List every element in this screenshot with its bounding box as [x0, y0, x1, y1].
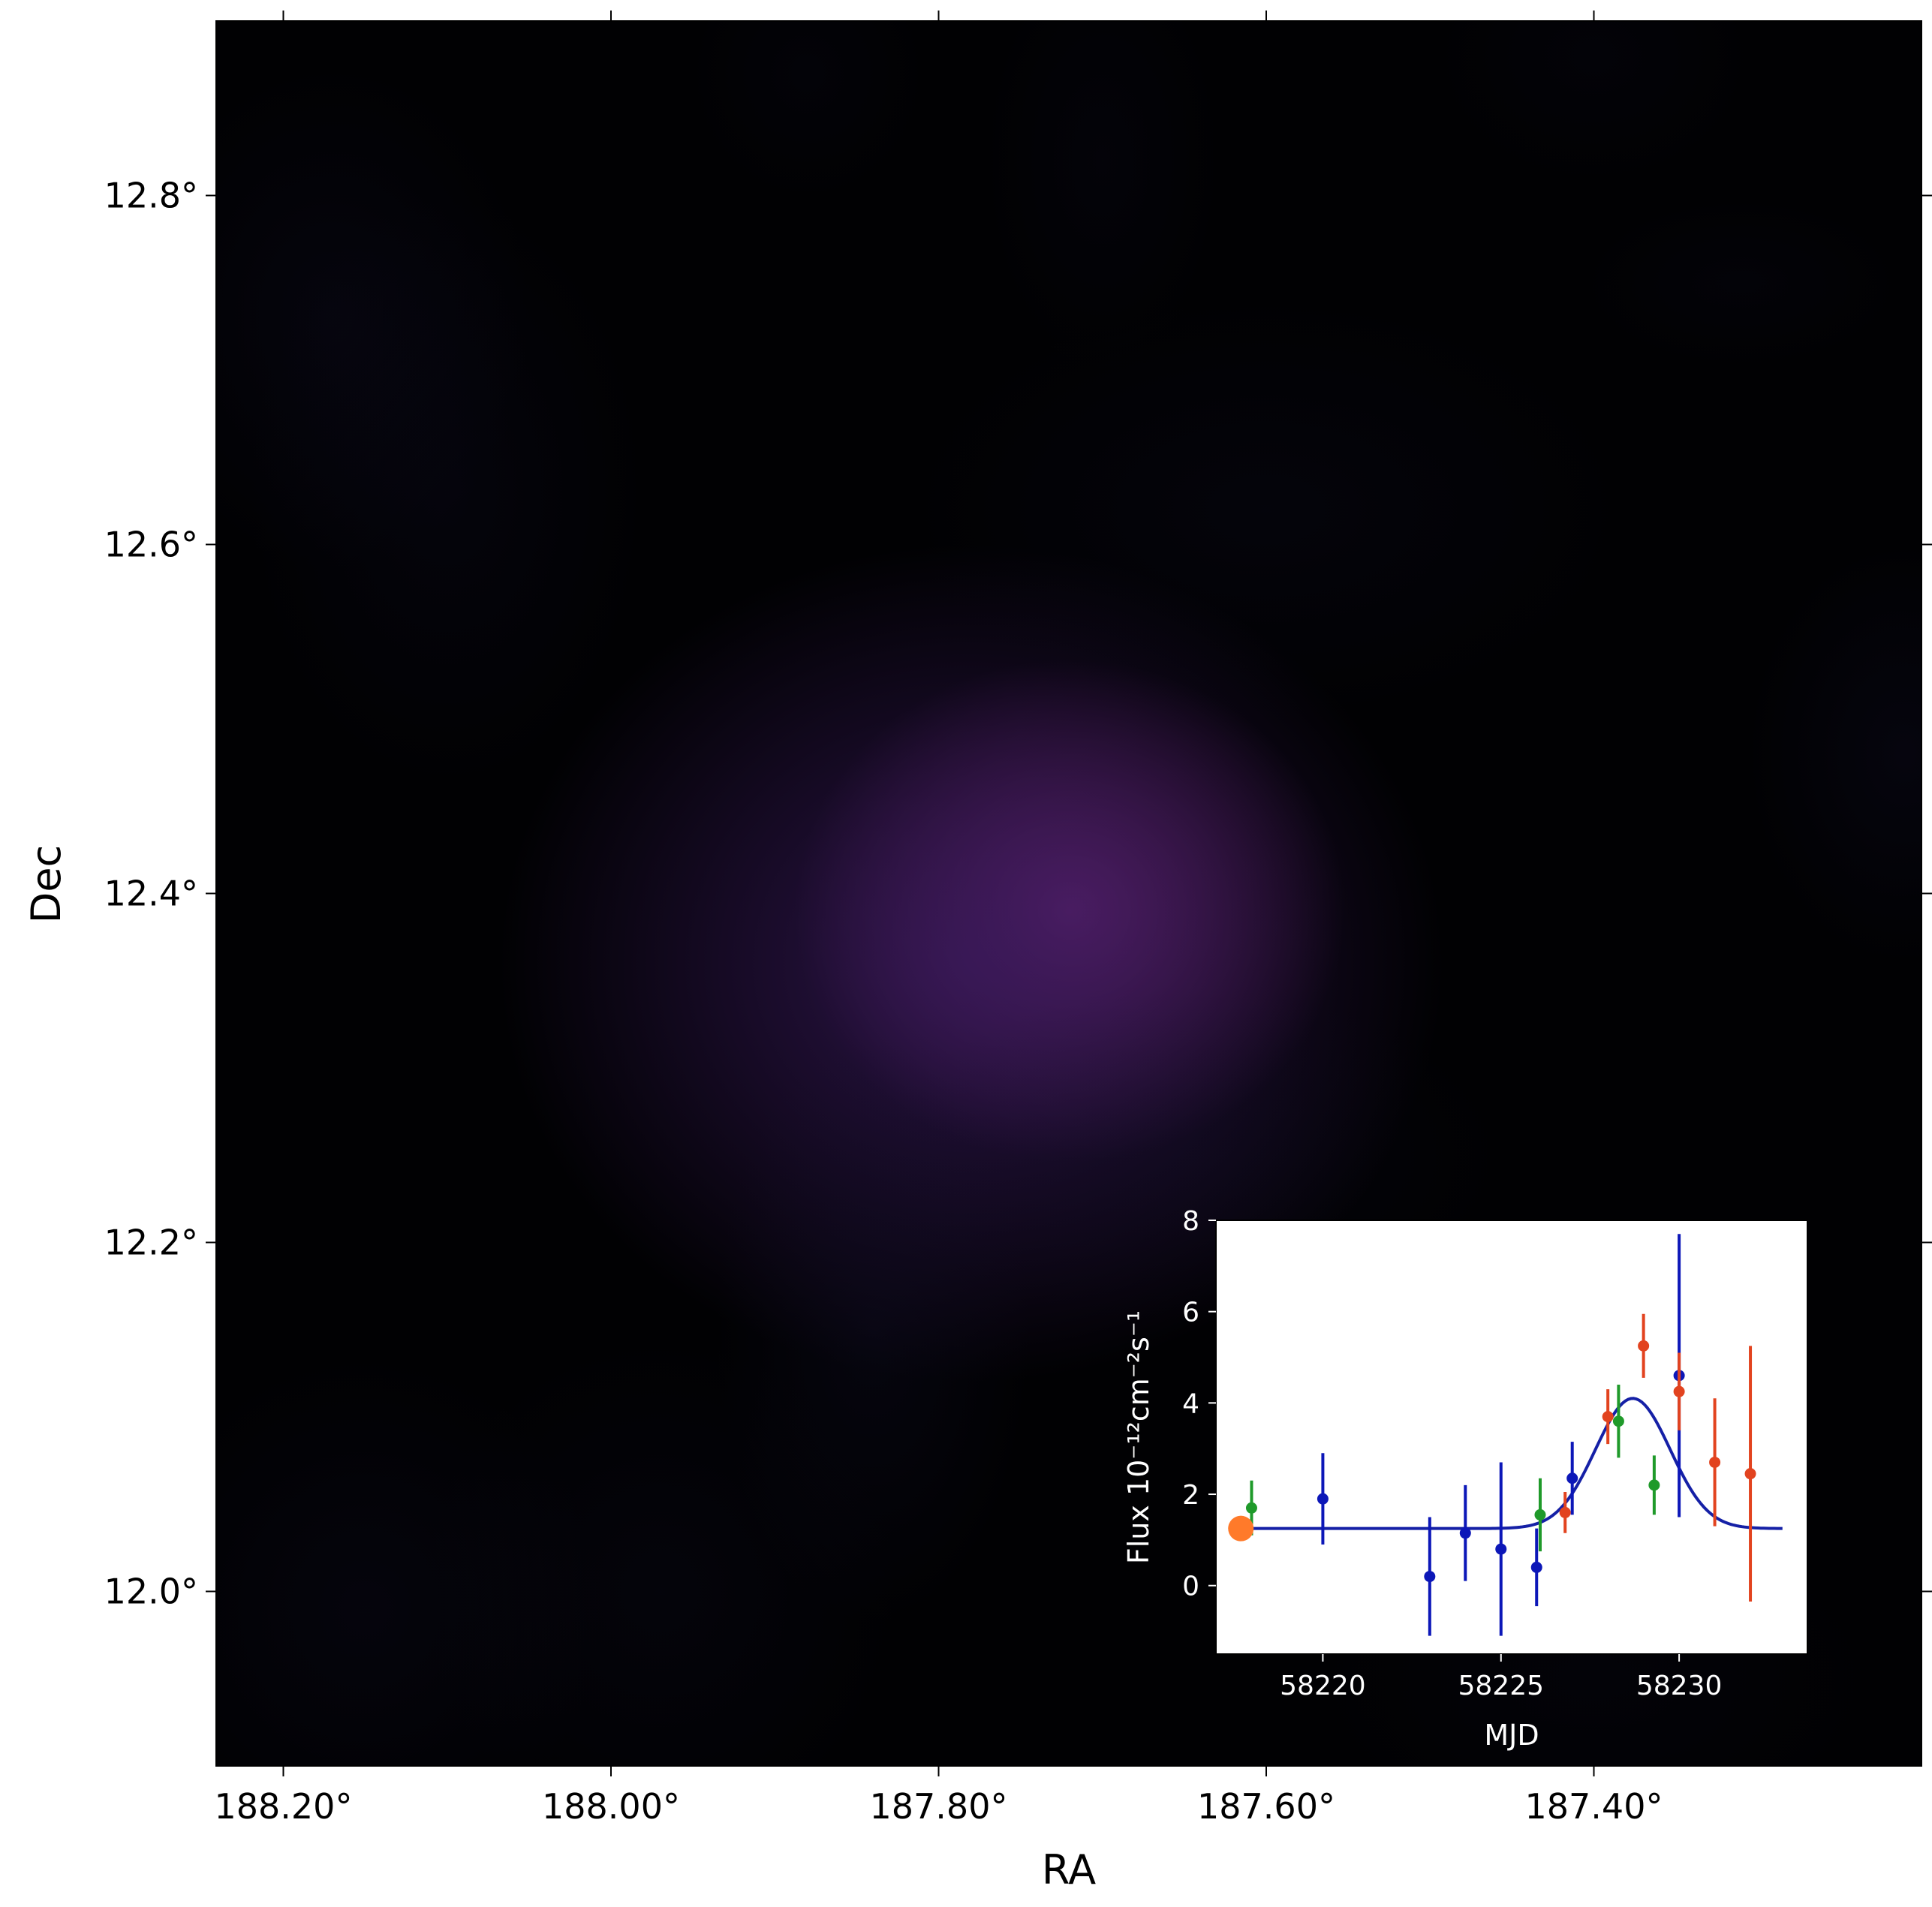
- data-point: [1317, 1493, 1329, 1505]
- light-curve-inset: 58220 58225 58230 0 2 4 6 8 MJD Flux 10⁻¹²cm⁻²…: [1122, 1206, 1808, 1752]
- data-point: [1495, 1543, 1507, 1555]
- ra-tick-label: 187.80°: [870, 1786, 1008, 1827]
- emission-blob: [689, 21, 925, 200]
- emission-blob: [424, 1340, 896, 1766]
- mjd-tick-label: 58230: [1636, 1671, 1723, 1701]
- data-point: [1245, 1502, 1257, 1514]
- emission-blob: [912, 300, 1621, 719]
- flux-tick-label: 8: [1182, 1206, 1199, 1237]
- data-point: [1602, 1411, 1614, 1423]
- dec-tick-label: 12.0°: [104, 1572, 198, 1612]
- dec-tick-label: 12.6°: [104, 525, 198, 565]
- data-point: [1559, 1506, 1571, 1518]
- data-point: [1638, 1340, 1650, 1352]
- ra-tick-label: 188.00°: [542, 1786, 680, 1827]
- data-point: [1673, 1385, 1685, 1397]
- emission-blob: [1747, 544, 1921, 964]
- mjd-tick-label: 58220: [1280, 1671, 1366, 1701]
- flux-axis-label: Flux 10⁻¹²cm⁻²s⁻¹: [1122, 1310, 1155, 1564]
- dec-tick-label: 12.4°: [104, 874, 198, 914]
- data-point: [1424, 1571, 1436, 1583]
- flux-axis-ticks: 0 2 4 6 8: [1182, 1206, 1216, 1602]
- ra-tick-label: 187.60°: [1197, 1786, 1335, 1827]
- data-point: [1534, 1508, 1546, 1520]
- data-point: [1566, 1472, 1578, 1484]
- data-point: [1459, 1527, 1471, 1539]
- flux-tick-label: 0: [1182, 1572, 1199, 1602]
- emission-blob: [984, 21, 1220, 370]
- ra-axis-label: RA: [1042, 1846, 1096, 1893]
- dec-axis-label: Dec: [23, 845, 70, 924]
- dec-tick-label: 12.2°: [104, 1223, 198, 1263]
- emission-blob: [1584, 199, 1899, 367]
- reference-point: [1228, 1515, 1254, 1542]
- dec-axis-ticks: 12.8° 12.6° 12.4° 12.2° 12.0°: [104, 176, 1932, 1612]
- mjd-axis-label: MJD: [1484, 1719, 1539, 1752]
- data-point: [1612, 1415, 1624, 1427]
- emission-blob: [1437, 21, 1751, 182]
- ra-axis-ticks: 188.20° 188.00° 187.80° 187.60° 187.40°: [214, 11, 1663, 1827]
- data-point: [1648, 1479, 1660, 1491]
- flux-tick-label: 4: [1182, 1388, 1199, 1419]
- flux-tick-label: 2: [1182, 1480, 1199, 1511]
- data-point: [1709, 1456, 1721, 1468]
- emission-blob: [250, 199, 644, 786]
- data-point: [1530, 1561, 1542, 1573]
- data-point: [1744, 1468, 1756, 1480]
- fit-curve: [1241, 1397, 1783, 1530]
- ra-tick-label: 187.40°: [1525, 1786, 1663, 1827]
- mjd-tick-label: 58225: [1458, 1671, 1544, 1701]
- mjd-axis-ticks: 58220 58225 58230: [1280, 1654, 1722, 1701]
- ra-tick-label: 188.20°: [214, 1786, 352, 1827]
- flux-tick-label: 6: [1182, 1298, 1199, 1328]
- light-curve-plot-area: [1215, 1220, 1808, 1655]
- dec-tick-label: 12.8°: [104, 176, 198, 216]
